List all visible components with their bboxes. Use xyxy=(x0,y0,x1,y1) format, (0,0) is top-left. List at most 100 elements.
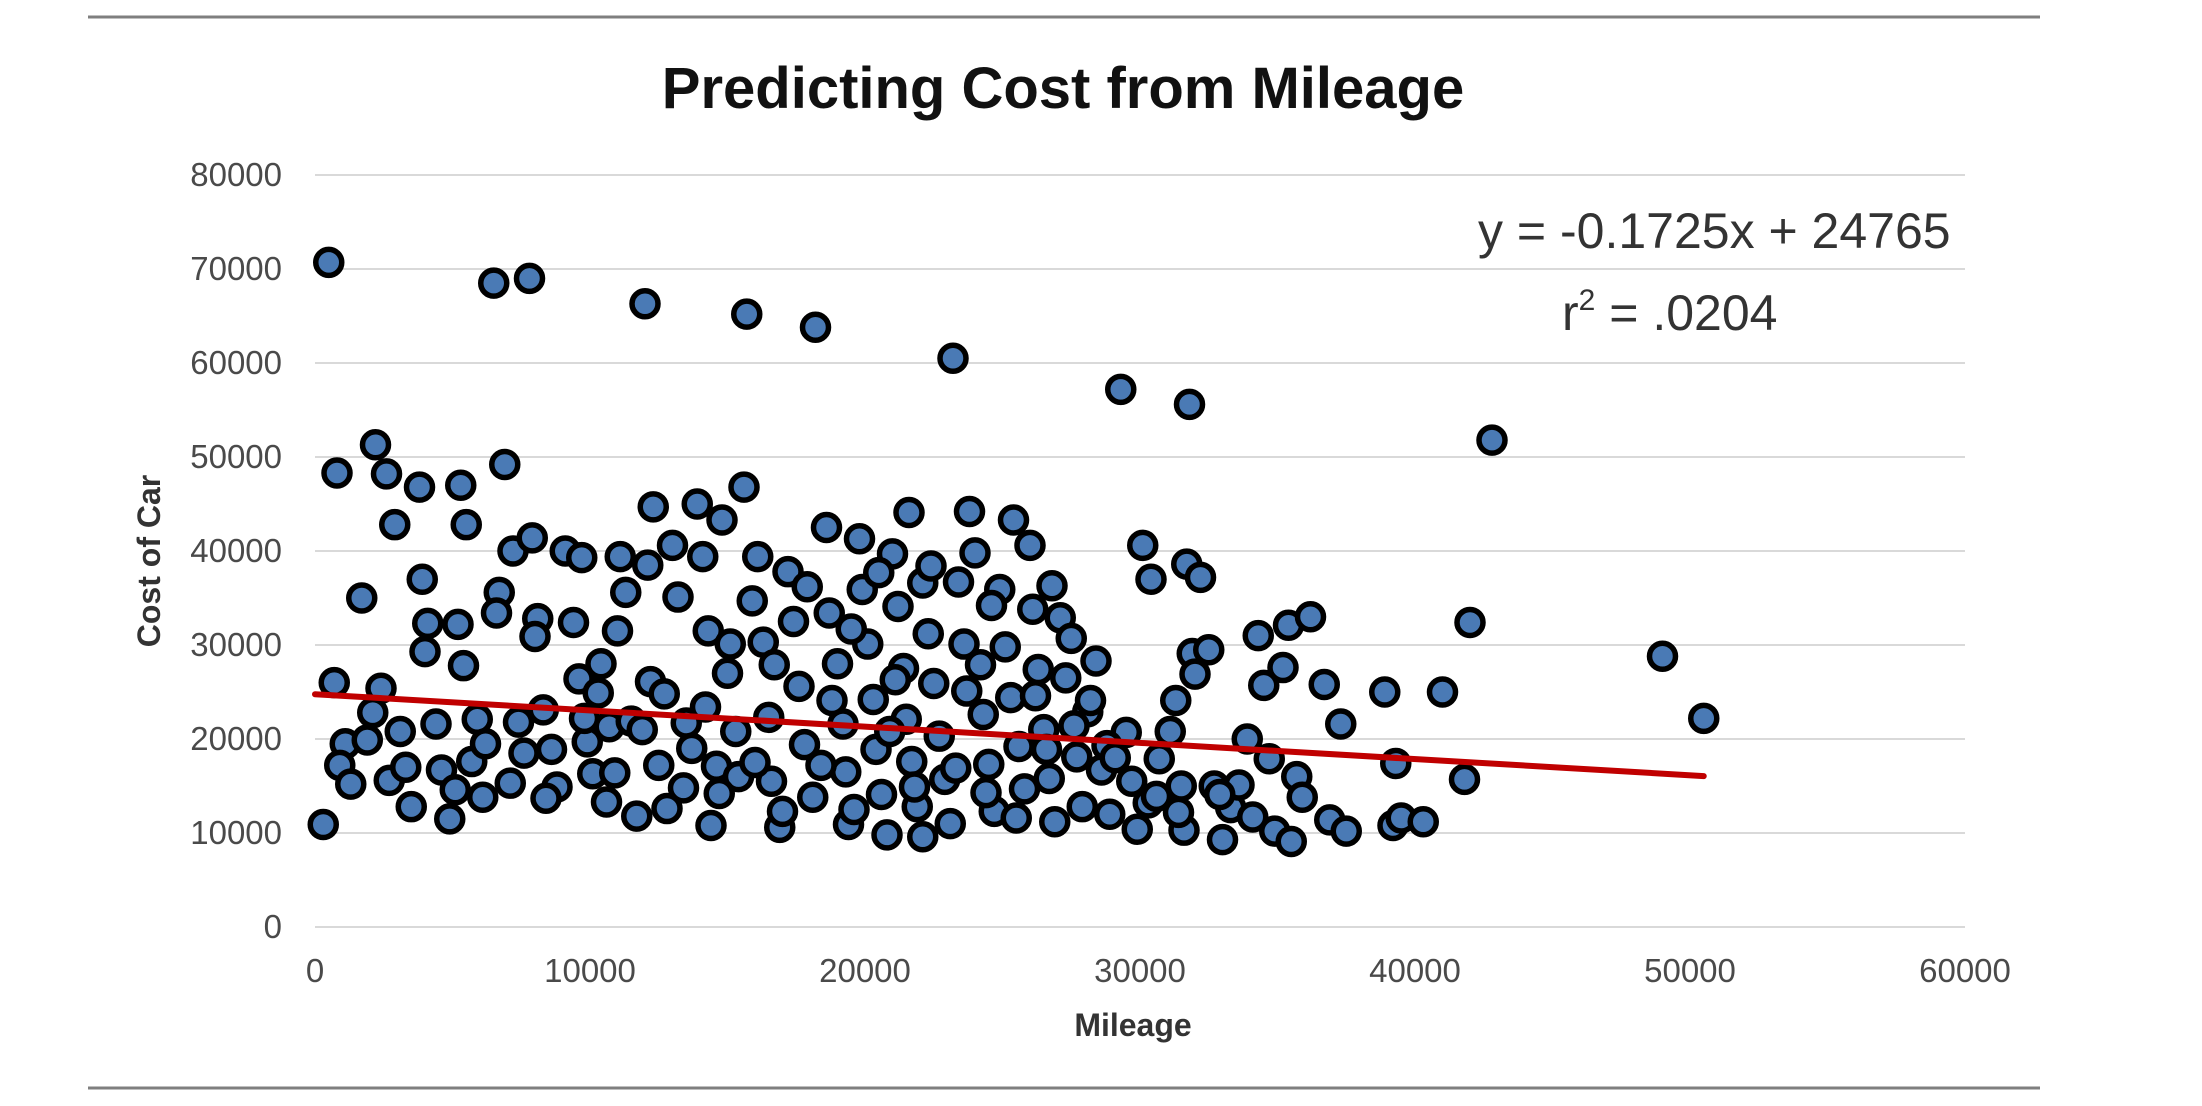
data-point xyxy=(1204,778,1236,811)
y-tick-label: 80000 xyxy=(190,156,282,193)
trendline xyxy=(312,691,1707,780)
data-point xyxy=(667,772,700,804)
data-point xyxy=(1308,668,1340,701)
data-point xyxy=(445,469,477,501)
data-point xyxy=(599,757,631,789)
data-point xyxy=(810,511,843,544)
data-point xyxy=(1050,662,1082,694)
data-point xyxy=(1330,815,1362,847)
data-point xyxy=(1019,680,1052,712)
data-point xyxy=(898,771,931,803)
data-point xyxy=(307,808,339,841)
data-point xyxy=(863,556,895,589)
data-point xyxy=(335,768,367,800)
y-tick-label: 20000 xyxy=(190,720,282,757)
data-point xyxy=(816,684,848,717)
data-point xyxy=(995,681,1027,714)
r-squared-superscript: 2 xyxy=(1579,284,1596,317)
data-point xyxy=(390,751,422,783)
data-point xyxy=(1688,702,1720,735)
data-point xyxy=(450,508,482,541)
data-point xyxy=(882,590,914,623)
data-point xyxy=(648,678,680,710)
data-point xyxy=(731,298,763,330)
data-point xyxy=(830,756,862,788)
data-point xyxy=(835,613,867,645)
data-point xyxy=(1105,373,1137,406)
x-tick-label: 10000 xyxy=(544,952,636,989)
data-point xyxy=(783,670,815,703)
data-point xyxy=(530,782,562,814)
data-point xyxy=(676,732,708,765)
data-point xyxy=(1061,741,1093,773)
data-point xyxy=(788,728,821,761)
data-point xyxy=(1237,801,1269,833)
data-point xyxy=(915,550,947,582)
data-point xyxy=(582,677,614,709)
data-point xyxy=(513,262,546,295)
x-tick-label: 0 xyxy=(306,952,324,989)
data-point xyxy=(934,807,966,840)
data-point xyxy=(695,809,727,842)
data-point xyxy=(821,648,854,680)
data-point xyxy=(940,752,972,784)
data-point xyxy=(1448,763,1481,796)
data-point xyxy=(1036,570,1068,602)
data-point xyxy=(1033,762,1065,795)
data-point xyxy=(907,821,939,853)
data-point xyxy=(1206,823,1239,856)
data-point xyxy=(412,607,444,640)
data-point xyxy=(1407,805,1439,838)
data-point xyxy=(959,537,991,569)
data-point xyxy=(813,597,845,629)
data-point xyxy=(973,748,1005,781)
data-point xyxy=(871,819,903,851)
data-point xyxy=(403,471,436,503)
data-point xyxy=(632,549,664,581)
data-point xyxy=(626,713,658,746)
data-point xyxy=(1369,676,1401,708)
data-point xyxy=(384,715,416,748)
data-point xyxy=(1039,805,1071,838)
y-axis-label: Cost of Car xyxy=(131,475,167,647)
data-point xyxy=(478,267,510,299)
data-point xyxy=(351,724,383,756)
data-point xyxy=(621,800,653,832)
data-point xyxy=(508,737,540,769)
data-point xyxy=(370,458,403,490)
data-point xyxy=(918,667,950,700)
data-point xyxy=(706,504,738,536)
data-point xyxy=(997,504,1030,536)
x-tick-labels: 0 10000 20000 30000 40000 50000 60000 xyxy=(306,952,2011,989)
data-point xyxy=(566,541,598,574)
chart-title: Predicting Cost from Mileage xyxy=(662,56,1464,121)
data-point xyxy=(516,522,548,554)
data-point xyxy=(519,620,551,653)
data-point xyxy=(346,582,378,614)
data-point xyxy=(1476,424,1508,456)
data-point xyxy=(1000,802,1032,834)
data-point xyxy=(766,795,799,828)
data-point xyxy=(601,615,634,647)
data-point xyxy=(896,745,928,778)
data-point xyxy=(753,701,785,734)
data-point xyxy=(1173,388,1206,421)
r-squared-annotation: r2 = .0204 xyxy=(1562,284,1777,341)
data-point xyxy=(791,570,823,603)
data-point xyxy=(1116,765,1148,798)
data-point xyxy=(395,790,427,823)
data-point xyxy=(637,491,669,523)
data-point xyxy=(681,488,713,520)
data-point xyxy=(970,776,1002,809)
x-tick-label: 20000 xyxy=(819,952,911,989)
data-point xyxy=(1080,645,1112,677)
data-point xyxy=(948,628,980,660)
data-point xyxy=(1646,640,1679,673)
data-point xyxy=(687,540,719,573)
data-point xyxy=(1022,653,1054,686)
data-point xyxy=(692,615,724,647)
data-point xyxy=(359,429,392,461)
data-point xyxy=(1135,563,1167,595)
data-point xyxy=(480,597,513,629)
